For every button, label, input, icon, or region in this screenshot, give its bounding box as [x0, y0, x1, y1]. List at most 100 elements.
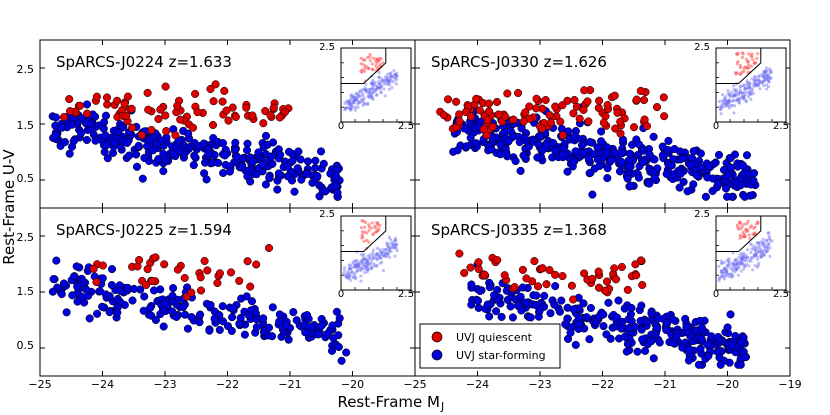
inset-point-star-forming — [378, 86, 382, 90]
inset-point-star-forming — [727, 98, 731, 102]
point-star-forming — [273, 185, 282, 194]
inset-point-star-forming — [369, 260, 373, 264]
point-star-forming — [93, 309, 102, 318]
inset-point-star-forming — [349, 98, 353, 102]
inset-point-star-forming — [386, 78, 390, 82]
point-quiescent — [211, 80, 220, 89]
inset-point-star-forming — [739, 84, 743, 88]
inset-point-star-forming — [368, 91, 372, 95]
inset-point-star-forming — [769, 70, 773, 74]
point-quiescent — [594, 267, 603, 276]
x-tick-label: −21 — [653, 378, 676, 391]
point-star-forming — [550, 300, 559, 309]
inset-point-star-forming — [386, 72, 390, 76]
x-tick-label: −22 — [591, 378, 614, 391]
point-quiescent — [443, 95, 453, 104]
point-star-forming — [218, 302, 227, 311]
inset-point-star-forming — [764, 239, 769, 243]
point-star-forming — [101, 290, 110, 299]
point-quiescent — [246, 282, 255, 291]
point-star-forming — [168, 291, 177, 300]
inset-point-star-forming — [760, 80, 764, 84]
point-star-forming — [123, 138, 132, 147]
inset-point-star-forming — [387, 242, 391, 246]
inset-point-star-forming — [383, 251, 387, 255]
inset-point-star-forming — [362, 101, 366, 105]
inset-point-star-forming — [353, 263, 357, 268]
inset-point-quiescent — [375, 57, 379, 61]
inset-point-star-forming — [731, 98, 735, 102]
point-star-forming — [736, 360, 745, 369]
inset-point-star-forming — [741, 91, 745, 95]
point-star-forming — [227, 326, 236, 335]
inset-point-star-forming — [766, 245, 770, 249]
inset-point-star-forming — [359, 90, 363, 94]
inset-point-star-forming — [734, 93, 738, 97]
point-star-forming — [123, 283, 132, 292]
inset-point-star-forming — [355, 263, 359, 267]
inset-point-star-forming — [759, 240, 763, 244]
point-star-forming — [289, 308, 298, 317]
inset-point-star-forming — [740, 251, 744, 256]
inset-point-star-forming — [385, 243, 389, 247]
inset-point-star-forming — [735, 267, 739, 271]
inset-point-star-forming — [348, 273, 352, 277]
point-quiescent — [147, 125, 156, 135]
point-quiescent — [235, 276, 244, 285]
inset-point-star-forming — [756, 83, 760, 87]
inset-point-star-forming — [394, 73, 398, 77]
x-tick-label: −25 — [403, 378, 426, 391]
point-star-forming — [284, 335, 293, 344]
inset-point-star-forming — [765, 87, 769, 91]
inset-point-quiescent — [359, 226, 363, 230]
point-quiescent — [193, 108, 202, 117]
inset-point-quiescent — [367, 240, 371, 244]
point-quiescent — [200, 256, 209, 266]
inset-point-star-forming — [732, 87, 736, 92]
inset-point-star-forming — [752, 253, 756, 257]
point-quiescent — [203, 266, 212, 275]
point-star-forming — [721, 184, 731, 193]
point-star-forming — [738, 161, 748, 170]
point-star-forming — [633, 347, 642, 356]
inset-point-star-forming — [736, 273, 741, 277]
inset-point-star-forming — [757, 243, 762, 247]
inset-point-star-forming — [726, 98, 731, 103]
inset-point-star-forming — [350, 96, 354, 100]
inset-point-star-forming — [392, 246, 396, 250]
inset-point-star-forming — [372, 262, 376, 266]
inset-point-star-forming — [354, 277, 358, 281]
inset-point-star-forming — [769, 76, 773, 80]
point-star-forming — [678, 154, 687, 163]
inset-point-star-forming — [394, 76, 398, 80]
inset-point-star-forming — [756, 250, 760, 254]
point-star-forming — [714, 332, 723, 342]
point-star-forming — [160, 299, 169, 308]
inset-point-star-forming — [395, 249, 399, 253]
inset-point-star-forming — [753, 78, 757, 82]
point-quiescent — [264, 243, 274, 253]
inset-point-star-forming — [347, 106, 351, 110]
inset-point-star-forming — [371, 248, 375, 252]
inset-tick-label: 2.5 — [694, 209, 710, 220]
point-star-forming — [136, 285, 145, 294]
inset-point-star-forming — [745, 79, 749, 83]
point-quiescent — [252, 260, 261, 269]
point-quiescent — [632, 95, 641, 104]
point-quiescent — [475, 106, 484, 115]
inset-point-star-forming — [389, 246, 393, 250]
inset-point-star-forming — [765, 78, 769, 82]
inset-point-star-forming — [382, 254, 386, 258]
point-star-forming — [172, 312, 181, 321]
point-quiescent — [636, 86, 645, 95]
inset-point-star-forming — [757, 75, 761, 79]
point-star-forming — [103, 140, 112, 149]
point-star-forming — [685, 345, 694, 354]
inset-point-star-forming — [347, 101, 351, 105]
inset-point-star-forming — [724, 95, 728, 99]
inset-point-star-forming — [769, 76, 773, 80]
inset-point-star-forming — [751, 246, 756, 250]
inset-point-star-forming — [741, 97, 746, 101]
point-quiescent — [483, 115, 492, 124]
point-quiescent — [154, 114, 163, 124]
